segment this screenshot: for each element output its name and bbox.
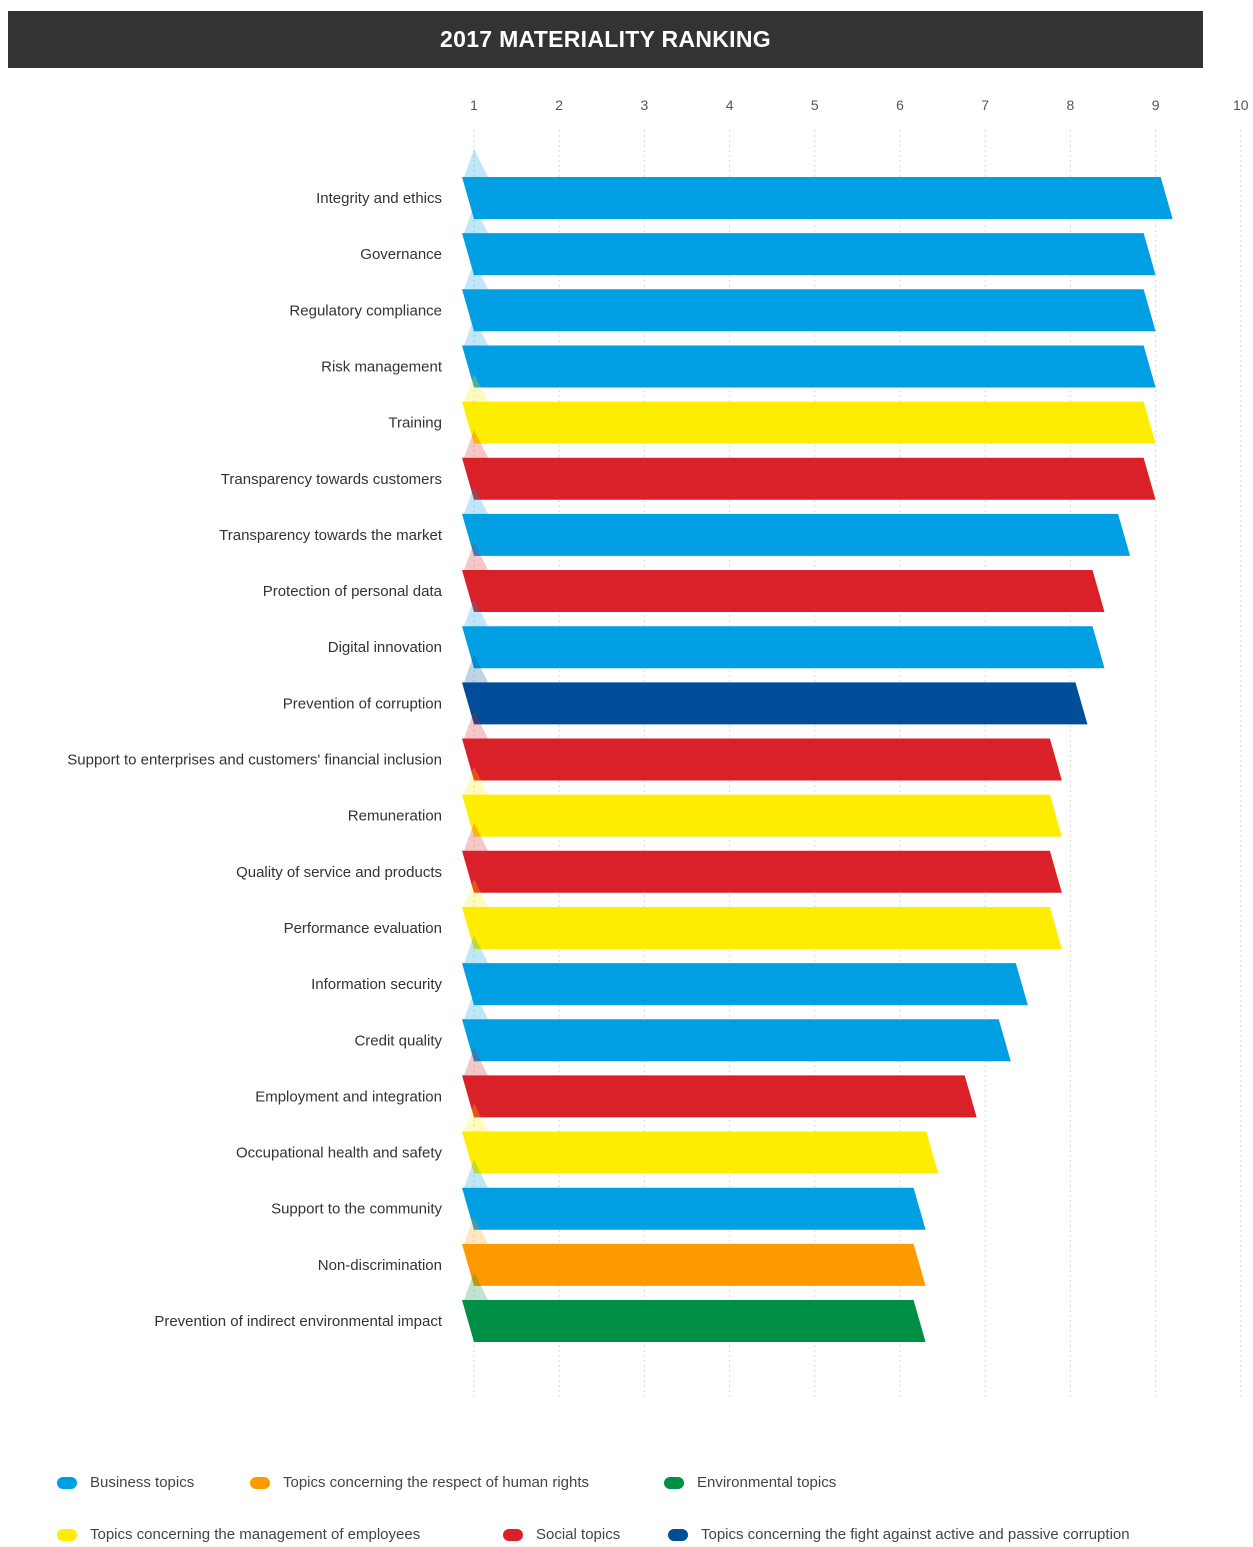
category-label: Occupational health and safety	[236, 1145, 442, 1162]
bar	[462, 794, 1062, 837]
bar	[462, 457, 1156, 500]
category-label: Support to enterprises and customers' fi…	[67, 752, 442, 769]
x-axis-ticks: 1 2 3 4 5 6 7 8 9 10	[470, 97, 1249, 113]
legend-swatch	[250, 1476, 270, 1489]
x-tick-label: 10	[1233, 97, 1249, 113]
category-label: Protection of personal data	[263, 583, 443, 600]
x-tick-label: 1	[470, 97, 478, 113]
category-label: Risk management	[321, 358, 443, 375]
legend-label: Topics concerning the management of empl…	[90, 1526, 421, 1543]
chart-title: 2017 MATERIALITY RANKING	[8, 11, 1203, 68]
bar	[462, 1019, 1011, 1062]
bar-shadow	[464, 991, 488, 1020]
bar-shadow	[464, 317, 488, 346]
bar	[462, 1187, 926, 1230]
category-label: Governance	[360, 246, 442, 263]
legend-label: Business topics	[90, 1474, 195, 1491]
bar	[462, 682, 1088, 725]
bars	[462, 149, 1173, 1342]
category-label: Integrity and ethics	[316, 190, 442, 207]
category-label: Prevention of indirect environmental imp…	[154, 1313, 442, 1330]
bar-shadow	[464, 878, 488, 907]
bar	[462, 1131, 939, 1174]
legend-swatch	[664, 1476, 684, 1489]
x-tick-label: 9	[1152, 97, 1160, 113]
legend-swatch	[57, 1476, 77, 1489]
bar-shadow	[464, 1047, 488, 1076]
category-label: Performance evaluation	[284, 920, 442, 937]
category-label: Quality of service and products	[236, 864, 442, 881]
category-label: Support to the community	[271, 1201, 442, 1218]
bar-shadow	[464, 373, 488, 402]
category-label: Credit quality	[354, 1032, 442, 1049]
bar-shadow	[464, 485, 488, 514]
bar	[462, 626, 1105, 669]
category-label: Non-discrimination	[318, 1257, 442, 1274]
x-tick-label: 4	[726, 97, 734, 113]
bar	[462, 401, 1156, 444]
legend-item: Topics concerning the fight against acti…	[668, 1526, 1130, 1543]
bar-shadow	[464, 1159, 488, 1188]
category-label: Employment and integration	[255, 1088, 442, 1105]
grid-lines	[473, 130, 1242, 1398]
legend-label: Environmental topics	[697, 1474, 837, 1491]
bar-shadow	[464, 1215, 488, 1244]
legend-item: Social topics	[503, 1526, 620, 1543]
category-label: Information security	[311, 976, 442, 993]
bar	[462, 906, 1062, 949]
bar	[462, 233, 1156, 276]
bar-shadow	[464, 710, 488, 739]
bar-shadow	[464, 149, 488, 177]
bar-shadow	[464, 1272, 488, 1300]
bar-shadow	[464, 598, 488, 627]
legend-swatch	[668, 1528, 688, 1541]
x-tick-label: 6	[896, 97, 904, 113]
bar	[462, 513, 1131, 556]
legend-swatch	[57, 1528, 77, 1541]
category-label: Prevention of corruption	[283, 695, 442, 712]
bar	[462, 1075, 977, 1118]
bar	[462, 738, 1062, 781]
x-tick-label: 5	[811, 97, 819, 113]
bar-shadow	[464, 654, 488, 683]
bar-shadow	[464, 822, 488, 851]
category-labels: Integrity and ethics Governance Regulatory…	[67, 190, 443, 1330]
legend-item: Business topics	[57, 1474, 194, 1491]
bar	[462, 345, 1156, 388]
bar	[462, 570, 1105, 613]
bar-shadow	[464, 1103, 488, 1132]
bar-shadow	[464, 261, 488, 290]
bar-shadow	[464, 429, 488, 458]
legend-swatch	[503, 1528, 523, 1541]
bar-shadow	[464, 766, 488, 795]
category-label: Training	[388, 415, 442, 432]
bar	[462, 1300, 926, 1342]
bar-shadow	[464, 935, 488, 964]
category-label: Regulatory compliance	[289, 302, 442, 319]
legend-item: Topics concerning the respect of human r…	[250, 1474, 589, 1491]
bar-shadow	[464, 205, 488, 234]
bar	[462, 177, 1173, 219]
bar	[462, 850, 1062, 893]
category-label: Remuneration	[348, 808, 442, 825]
legend-label: Social topics	[536, 1526, 621, 1543]
category-label: Transparency towards customers	[221, 471, 442, 488]
legend-label: Topics concerning the fight against acti…	[701, 1526, 1130, 1543]
x-tick-label: 2	[555, 97, 563, 113]
x-tick-label: 7	[981, 97, 989, 113]
bar	[462, 1243, 926, 1286]
category-label: Transparency towards the market	[219, 527, 443, 544]
bar	[462, 963, 1028, 1006]
category-label: Digital innovation	[328, 639, 442, 656]
x-tick-label: 3	[641, 97, 649, 113]
bar	[462, 289, 1156, 332]
legend-label: Topics concerning the respect of human r…	[283, 1474, 589, 1491]
x-tick-label: 8	[1067, 97, 1075, 113]
bar-shadow	[464, 542, 488, 571]
legend-item: Topics concerning the management of empl…	[57, 1526, 420, 1543]
legend-item: Environmental topics	[664, 1474, 836, 1491]
